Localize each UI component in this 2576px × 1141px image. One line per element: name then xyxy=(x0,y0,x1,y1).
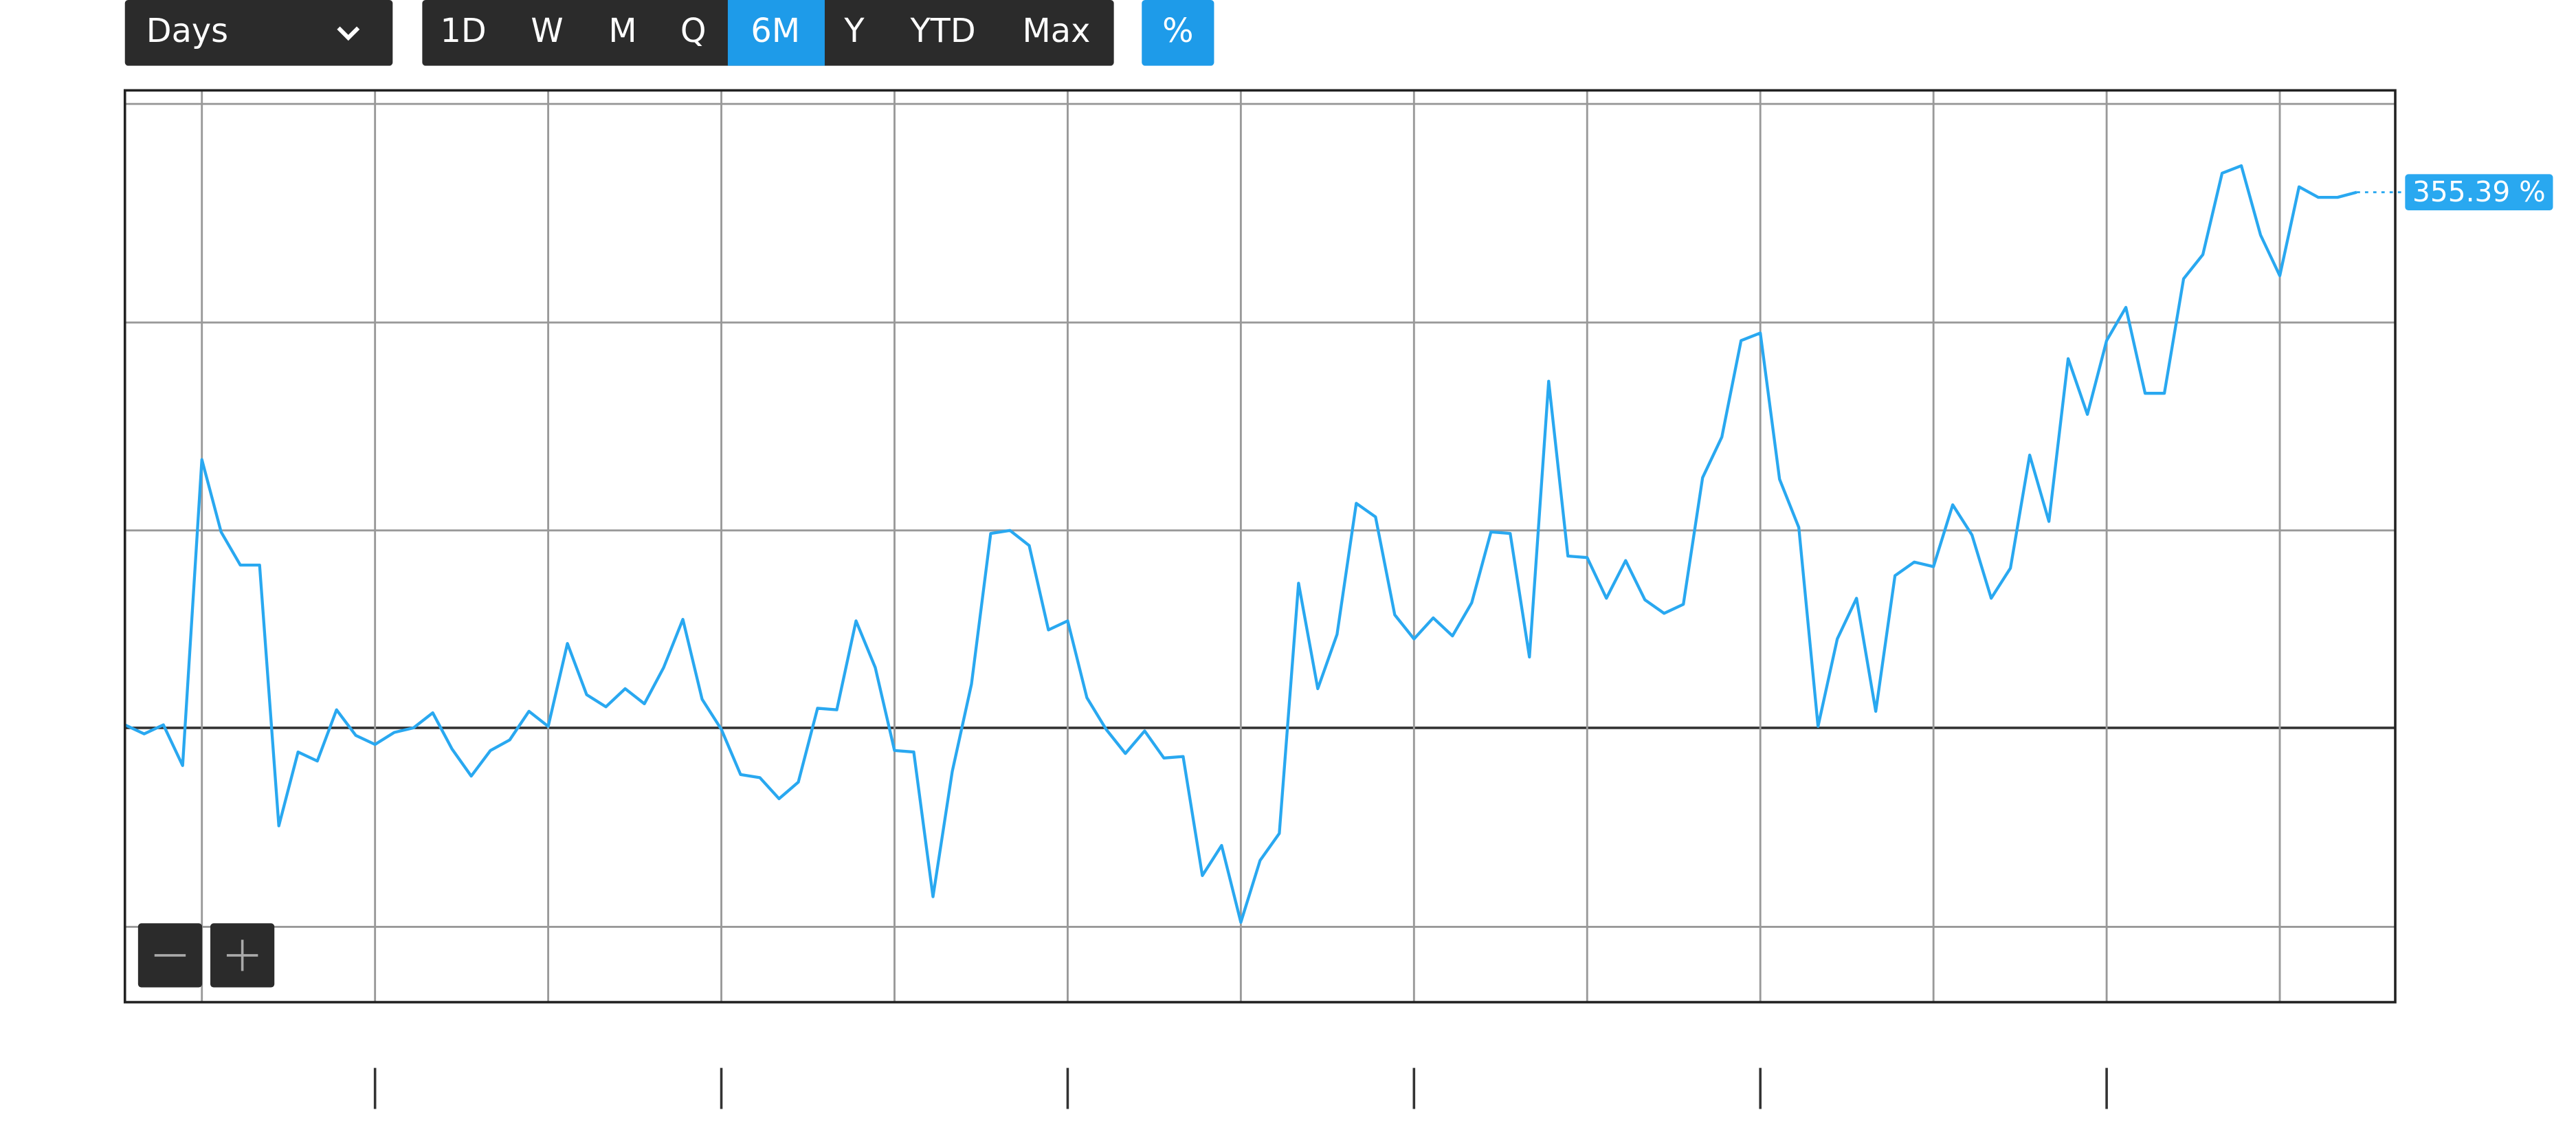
percent-button-bg[interactable] xyxy=(1142,0,1214,66)
active-range-bg xyxy=(727,0,825,66)
chevron xyxy=(337,26,360,41)
range-button[interactable]: Max xyxy=(1023,12,1091,50)
plot-frame xyxy=(123,89,2397,1004)
range-button[interactable]: YTD xyxy=(909,12,975,50)
plot xyxy=(124,90,2396,1003)
range-button[interactable]: M xyxy=(608,12,636,50)
last-value-label: 355.39 % xyxy=(2412,175,2546,208)
interval-dropdown[interactable]: Days xyxy=(124,0,393,66)
range-button[interactable]: W xyxy=(531,12,563,50)
last-value-bg xyxy=(2405,174,2553,211)
percent-button[interactable]: % xyxy=(1162,12,1193,50)
dropdown-label[interactable]: Days xyxy=(146,12,228,50)
range-button[interactable]: 6M xyxy=(751,12,800,50)
range-button[interactable]: Q xyxy=(680,12,707,50)
range-button[interactable]: 1D xyxy=(441,12,487,50)
dropdown-bg[interactable] xyxy=(124,0,393,66)
price-line xyxy=(124,164,2357,924)
range-button[interactable]: Y xyxy=(843,12,865,50)
